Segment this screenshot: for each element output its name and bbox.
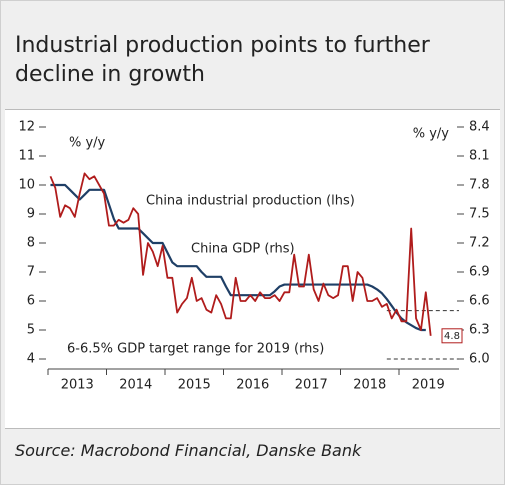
y2-tick-label: 6.6 [469, 294, 490, 309]
y2-tick-label: 6.9 [469, 265, 490, 280]
y-tick-label: 8 [27, 236, 35, 251]
x-tick-label: 2019 [412, 378, 445, 393]
annotation: China industrial production (lhs) [146, 194, 355, 209]
x-tick-label: 2018 [353, 378, 386, 393]
y-tick-label: 12 [18, 120, 35, 135]
y-tick-label: 9 [27, 207, 35, 222]
x-tick-label: 2014 [119, 378, 152, 393]
x-tick-label: 2016 [236, 378, 269, 393]
y2-tick-label: 7.8 [469, 178, 490, 193]
y-tick-label: 4 [27, 352, 35, 367]
chart-title: Industrial production points to further … [15, 33, 430, 87]
x-tick-label: 2015 [178, 378, 211, 393]
annotation: China GDP (rhs) [191, 242, 295, 257]
x-tick-label: 2017 [295, 378, 328, 393]
end-label: 4.8 [444, 331, 460, 342]
series-line [49, 172, 432, 336]
y2-axis-label: % y/y [413, 127, 450, 142]
y-tick-label: 7 [27, 265, 35, 280]
y-tick-label: 6 [27, 294, 35, 309]
y2-tick-label: 8.4 [469, 120, 490, 135]
y2-tick-label: 7.2 [469, 236, 490, 251]
annotation: 6-6.5% GDP target range for 2019 (rhs) [67, 342, 324, 357]
y2-tick-label: 8.1 [469, 149, 490, 164]
y2-tick-label: 7.5 [469, 207, 490, 222]
y-tick-label: 5 [27, 323, 35, 338]
y-tick-label: 10 [18, 178, 35, 193]
y-axis-label: % y/y [69, 136, 106, 151]
x-tick-label: 2013 [61, 378, 94, 393]
source: Source: Macrobond Financial, Danske Bank [15, 441, 362, 460]
end-label-box [441, 328, 463, 344]
y-tick-label: 11 [18, 149, 35, 164]
y2-tick-label: 6.3 [469, 323, 490, 338]
chart-panel [5, 109, 500, 429]
y2-tick-label: 6.0 [469, 352, 490, 367]
